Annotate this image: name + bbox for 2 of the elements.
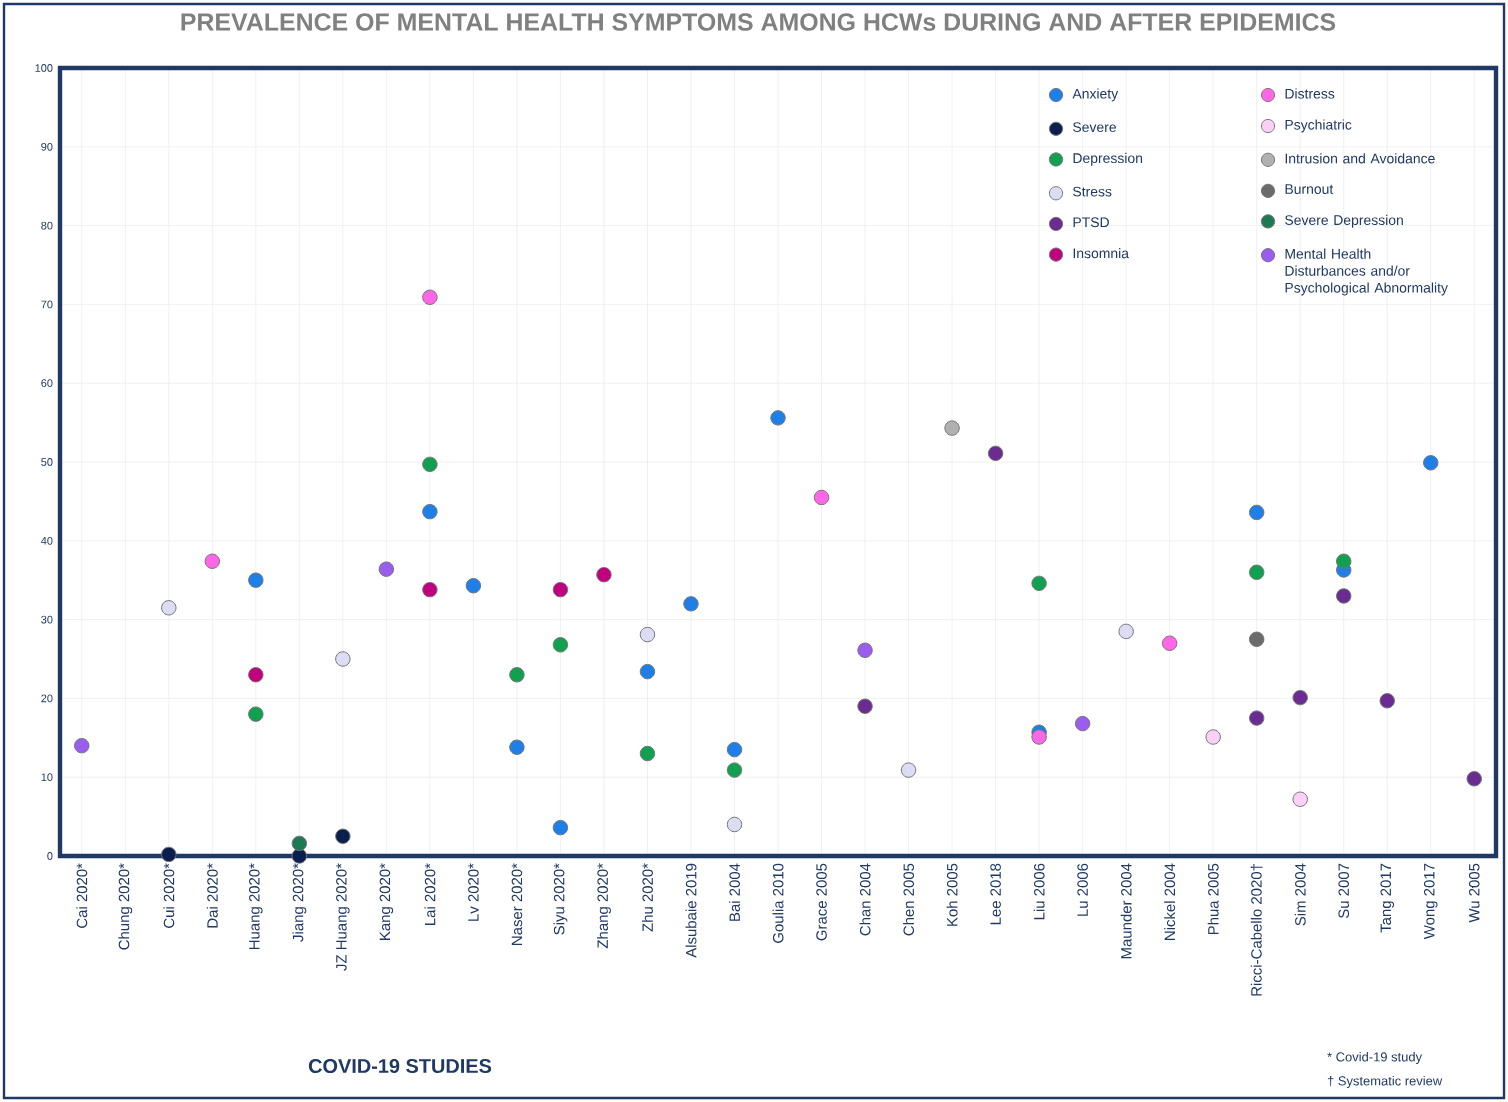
chart-title: PREVALENCE OF MENTAL HEALTH SYMPTOMS AMONG HCWs DURING AND AFTER EPIDEMICS: [181, 13, 1336, 31]
text: COVID-19 STUDIES: [308, 1058, 492, 1074]
